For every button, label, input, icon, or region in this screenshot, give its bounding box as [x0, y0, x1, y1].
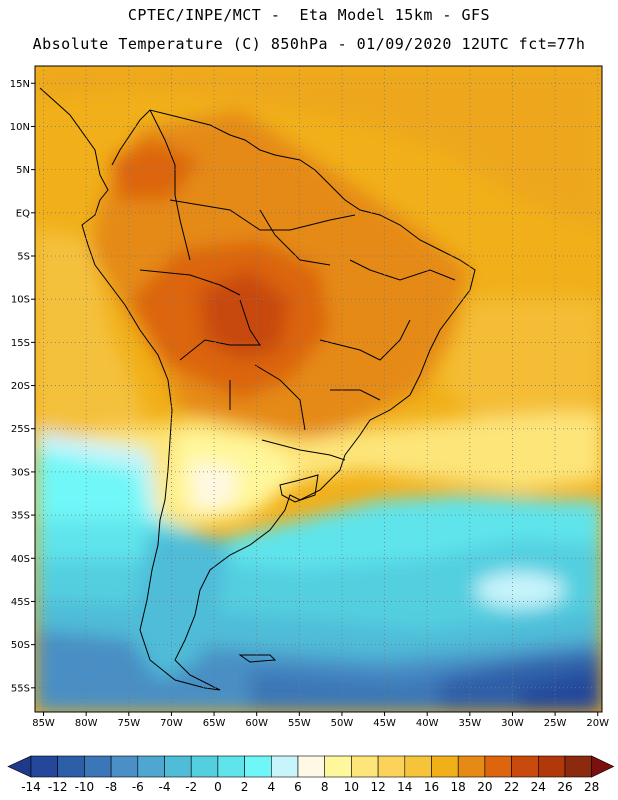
lon-tick-label: 20W: [586, 718, 609, 729]
colorbar-swatch: [84, 755, 112, 778]
map-frame: [34, 65, 603, 713]
colorbar-swatch: [30, 755, 59, 778]
lon-tick-label: 30W: [501, 718, 524, 729]
lat-tick-label: 50S: [11, 640, 30, 651]
colorbar-label: -12: [48, 780, 68, 794]
lon-tick-label: 75W: [117, 718, 140, 729]
lon-tick-label: 35W: [459, 718, 482, 729]
colorbar-label: 2: [241, 780, 249, 794]
colorbar-label: 26: [557, 780, 572, 794]
lon-tick-label: 65W: [203, 718, 226, 729]
colorbar-swatch: [457, 755, 486, 778]
colorbar-label: 22: [504, 780, 519, 794]
colorbar-swatch: [351, 755, 379, 778]
lat-tick-label: 15N: [10, 79, 30, 90]
colorbar-label: 0: [214, 780, 222, 794]
colorbar-label: 18: [451, 780, 466, 794]
colorbar-label: 8: [321, 780, 329, 794]
colorbar-label: 20: [477, 780, 492, 794]
colorbar-swatch: [270, 755, 299, 778]
lat-tick-label: 45S: [11, 597, 30, 608]
map-subtitle: Absolute Temperature (C) 850hPa - 01/09/…: [32, 35, 586, 53]
lat-tick-label: 55S: [11, 683, 30, 694]
colorbar-label: 14: [397, 780, 412, 794]
colorbar-label: -4: [159, 780, 171, 794]
lon-tick-label: 70W: [160, 718, 183, 729]
lat-tick-label: 25S: [11, 424, 30, 435]
colorbar-swatch: [537, 755, 566, 778]
colorbar-swatch: [57, 755, 85, 778]
lat-lon-grid: [31, 66, 602, 716]
lon-tick-label: 25W: [544, 718, 567, 729]
colorbar-label: 6: [294, 780, 302, 794]
lat-tick-label: 15S: [11, 338, 30, 349]
colorbar-swatch: [217, 755, 245, 778]
colorbar-swatch: [244, 755, 272, 778]
lon-tick-label: 60W: [245, 718, 268, 729]
colorbar-label: -8: [105, 780, 117, 794]
latitude-axis: 15N 10N 5N EQ 5S 10S 15S 20S 25S 30S 35S 40S 45S 50S 5…: [10, 79, 30, 695]
colorbar-label: 24: [531, 780, 546, 794]
colorbar-labels: -14 -12 -10 -8 -6 -4 -2 0 2 4 6 8 10 12 14 16 18 20 22 24 26…: [21, 780, 599, 794]
map-title: CPTEC/INPE/MCT - Eta Model 15km - GFS: [127, 6, 491, 24]
temperature-field: [35, 66, 602, 712]
lon-tick-label: 45W: [373, 718, 396, 729]
colorbar-swatch: [564, 755, 593, 778]
lon-tick-label: 85W: [32, 718, 55, 729]
longitude-axis: 85W 80W 75W 70W 65W 60W 55W 50W 45W 40W 35W 30W 25W 2…: [32, 718, 609, 729]
colorbar-label: 28: [584, 780, 599, 794]
lon-tick-label: 80W: [75, 718, 98, 729]
lat-tick-label: 35S: [11, 511, 30, 522]
lon-tick-label: 50W: [331, 718, 354, 729]
colorbar-label: -10: [75, 780, 95, 794]
lon-tick-label: 55W: [288, 718, 311, 729]
coastlines: [39, 87, 476, 691]
colorbar-swatch: [137, 755, 165, 778]
colorbar-label: 12: [370, 780, 385, 794]
lat-tick-label: 5N: [16, 165, 30, 176]
colorbar-swatch: [164, 755, 192, 778]
lat-tick-label: 10S: [11, 295, 30, 306]
lat-tick-label: 20S: [11, 381, 30, 392]
colorbar-label: 4: [267, 780, 275, 794]
lat-tick-label: EQ: [16, 208, 30, 219]
colorbar-label: 10: [344, 780, 359, 794]
colorbar-label: -6: [132, 780, 144, 794]
colorbar-label: 16: [424, 780, 439, 794]
colorbar-swatch: [377, 755, 406, 778]
colorbar-over-arrow: [591, 755, 615, 778]
colorbar-swatch: [484, 755, 512, 778]
lat-tick-label: 5S: [17, 252, 30, 263]
colorbar-swatch: [190, 755, 219, 778]
colorbar: [7, 755, 615, 778]
colorbar-swatch: [404, 755, 432, 778]
colorbar-under-arrow: [7, 755, 32, 778]
colorbar-swatch: [110, 755, 139, 778]
colorbar-swatch: [511, 755, 539, 778]
lon-tick-label: 40W: [416, 718, 439, 729]
lat-tick-label: 30S: [11, 467, 30, 478]
colorbar-swatch: [431, 755, 459, 778]
colorbar-swatch: [297, 755, 326, 778]
lat-tick-label: 10N: [10, 122, 30, 133]
colorbar-label: -2: [185, 780, 197, 794]
lat-tick-label: 40S: [11, 554, 30, 565]
colorbar-label: -14: [21, 780, 41, 794]
colorbar-swatch: [324, 755, 352, 778]
